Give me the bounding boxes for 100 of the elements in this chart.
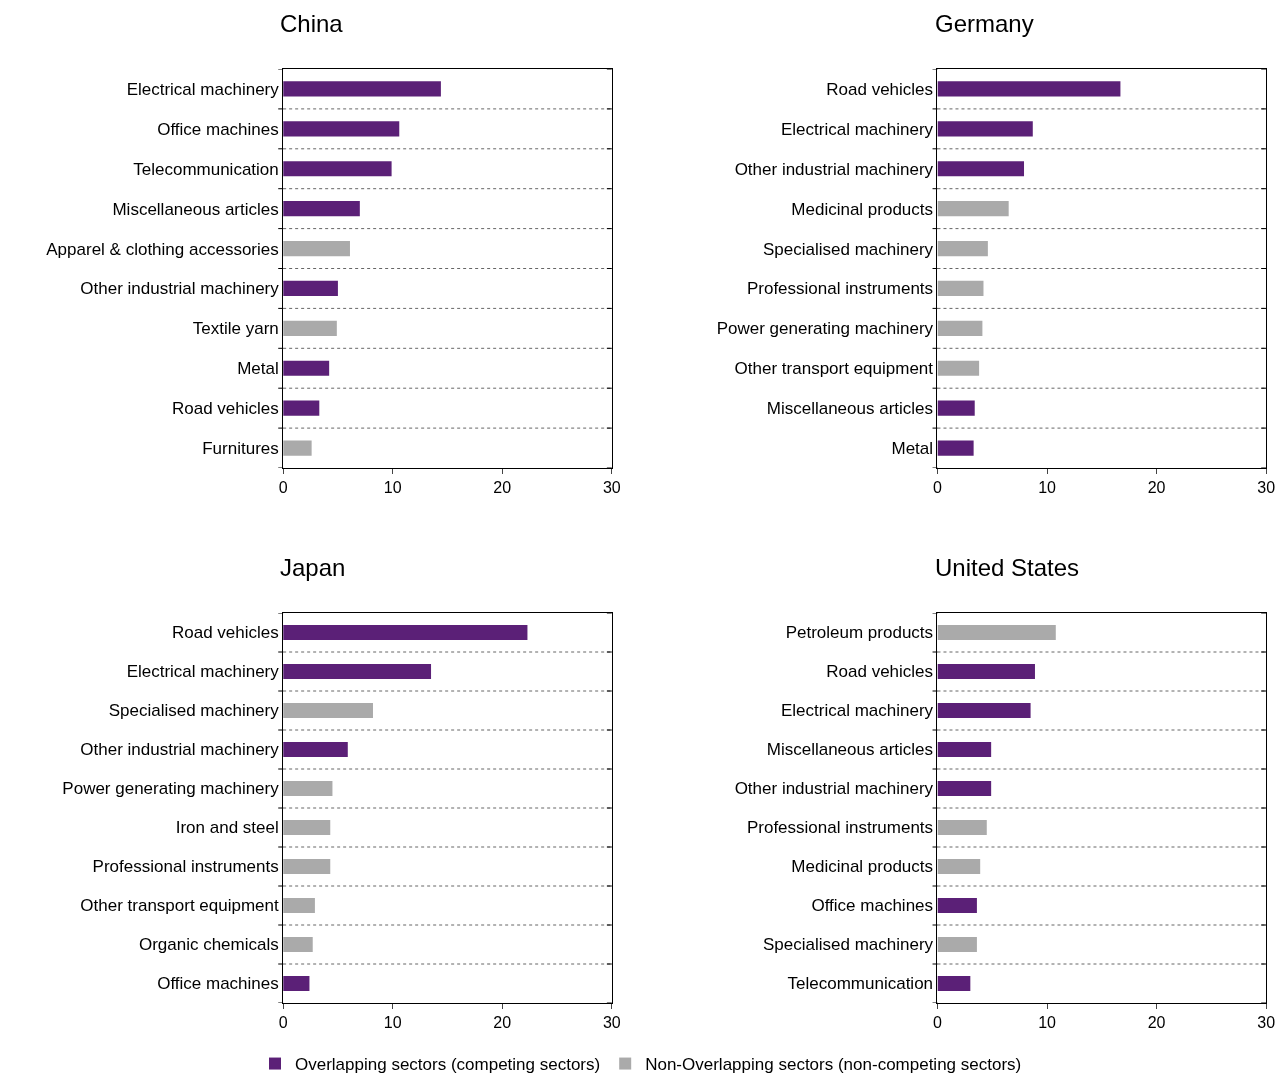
bar bbox=[937, 201, 1009, 217]
bar bbox=[937, 898, 977, 913]
x-tick-label: 10 bbox=[383, 1014, 402, 1032]
bar bbox=[937, 280, 984, 297]
chart-title: Germany bbox=[935, 10, 1034, 37]
bar bbox=[283, 81, 441, 97]
bar bbox=[937, 440, 974, 456]
x-tick-label: 30 bbox=[1257, 1014, 1276, 1032]
bar bbox=[283, 937, 313, 952]
x-tick-label: 10 bbox=[1038, 479, 1057, 497]
bar bbox=[283, 360, 330, 376]
x-tick-label: 0 bbox=[933, 1014, 943, 1032]
y-tick-label: Telecommunication bbox=[787, 974, 934, 994]
bar bbox=[937, 625, 1056, 640]
y-tick-label: Professional instruments bbox=[746, 279, 934, 299]
x-tick-label: 10 bbox=[1038, 1014, 1057, 1032]
x-tick-label: 20 bbox=[1147, 1014, 1166, 1032]
bar bbox=[283, 440, 312, 456]
y-tick-label: Other industrial machinery bbox=[80, 740, 280, 760]
y-tick-label: Iron and steel bbox=[175, 818, 279, 838]
y-tick-label: Petroleum products bbox=[785, 623, 934, 643]
y-tick-label: Electrical machinery bbox=[780, 701, 934, 721]
y-tick-label: Medicinal products bbox=[791, 857, 934, 877]
y-tick-label: Electrical machinery bbox=[126, 79, 280, 99]
bar bbox=[937, 664, 1035, 679]
y-tick-label: Office machines bbox=[811, 896, 934, 916]
bar bbox=[937, 360, 980, 376]
bar bbox=[937, 81, 1121, 97]
bar bbox=[937, 400, 975, 416]
bar bbox=[937, 320, 983, 336]
y-tick-label: Professional instruments bbox=[746, 818, 934, 838]
y-tick-label: Other industrial machinery bbox=[734, 779, 934, 799]
x-tick-label: 30 bbox=[602, 1014, 621, 1032]
y-tick-label: Office machines bbox=[157, 974, 279, 994]
bar bbox=[937, 781, 992, 796]
bar bbox=[283, 625, 528, 640]
y-tick-label: Specialised machinery bbox=[108, 701, 280, 721]
chart-title: United States bbox=[935, 554, 1080, 581]
bar bbox=[283, 898, 315, 913]
y-tick-label: Miscellaneous articles bbox=[112, 199, 279, 219]
y-tick-label: Telecommunication bbox=[133, 159, 279, 179]
bar bbox=[283, 320, 337, 336]
x-tick-label: 20 bbox=[1147, 479, 1166, 497]
y-tick-label: Road vehicles bbox=[171, 399, 279, 419]
y-tick-label: Metal bbox=[237, 359, 279, 379]
y-tick-label: Professional instruments bbox=[92, 857, 279, 877]
bar bbox=[283, 703, 373, 718]
y-tick-label: Specialised machinery bbox=[762, 239, 934, 259]
bar bbox=[937, 937, 977, 952]
y-tick-label: Other transport equipment bbox=[80, 896, 280, 916]
x-tick-label: 10 bbox=[383, 479, 402, 497]
bar bbox=[283, 820, 331, 835]
x-tick-label: 0 bbox=[933, 479, 943, 497]
x-tick-label: 20 bbox=[493, 1014, 512, 1032]
bar bbox=[937, 742, 992, 757]
y-tick-label: Medicinal products bbox=[791, 199, 934, 219]
x-tick-label: 20 bbox=[493, 479, 512, 497]
y-tick-label: Miscellaneous articles bbox=[766, 740, 934, 760]
y-tick-label: Organic chemicals bbox=[138, 935, 279, 955]
y-tick-label: Electrical machinery bbox=[126, 662, 280, 682]
y-tick-label: Power generating machinery bbox=[62, 779, 280, 799]
chart-title: Japan bbox=[280, 554, 346, 581]
bar bbox=[283, 280, 338, 297]
bar bbox=[283, 400, 320, 416]
y-tick-label: Metal bbox=[891, 439, 934, 458]
y-tick-label: Electrical machinery bbox=[780, 119, 934, 139]
bar bbox=[283, 742, 348, 757]
bar bbox=[937, 703, 1031, 718]
bar bbox=[283, 664, 432, 679]
bar bbox=[283, 859, 331, 874]
y-tick-label: Specialised machinery bbox=[762, 935, 934, 955]
y-tick-label: Road vehicles bbox=[826, 662, 934, 682]
legend-label: Overlapping sectors (competing sectors) bbox=[295, 1055, 601, 1075]
bar bbox=[283, 121, 400, 137]
y-tick-label: Other industrial machinery bbox=[734, 159, 934, 179]
x-tick-label: 30 bbox=[602, 479, 621, 497]
legend-label: Non-Overlapping sectors (non-competing sectors) bbox=[645, 1055, 1022, 1075]
bar bbox=[283, 781, 333, 796]
bar bbox=[283, 240, 350, 257]
y-tick-label: Furnitures bbox=[202, 439, 279, 458]
y-tick-label: Office machines bbox=[157, 119, 279, 139]
y-tick-label: Textile yarn bbox=[192, 319, 279, 339]
y-tick-label: Miscellaneous articles bbox=[766, 399, 934, 419]
y-tick-label: Apparel & clothing accessories bbox=[46, 239, 279, 259]
x-tick-label: 0 bbox=[278, 479, 288, 497]
bar bbox=[283, 201, 360, 217]
y-tick-label: Road vehicles bbox=[826, 79, 934, 99]
y-tick-label: Other transport equipment bbox=[734, 359, 934, 379]
y-tick-label: Power generating machinery bbox=[716, 319, 934, 339]
y-tick-label: Other industrial machinery bbox=[80, 279, 280, 299]
bar bbox=[937, 859, 981, 874]
y-tick-label: Road vehicles bbox=[171, 623, 279, 643]
x-tick-label: 0 bbox=[278, 1014, 288, 1032]
bar bbox=[937, 820, 987, 835]
bar bbox=[937, 240, 988, 257]
x-tick-label: 30 bbox=[1257, 479, 1276, 497]
bar bbox=[283, 976, 310, 991]
bar bbox=[937, 161, 1025, 177]
bar bbox=[283, 161, 392, 177]
bar bbox=[937, 976, 971, 991]
